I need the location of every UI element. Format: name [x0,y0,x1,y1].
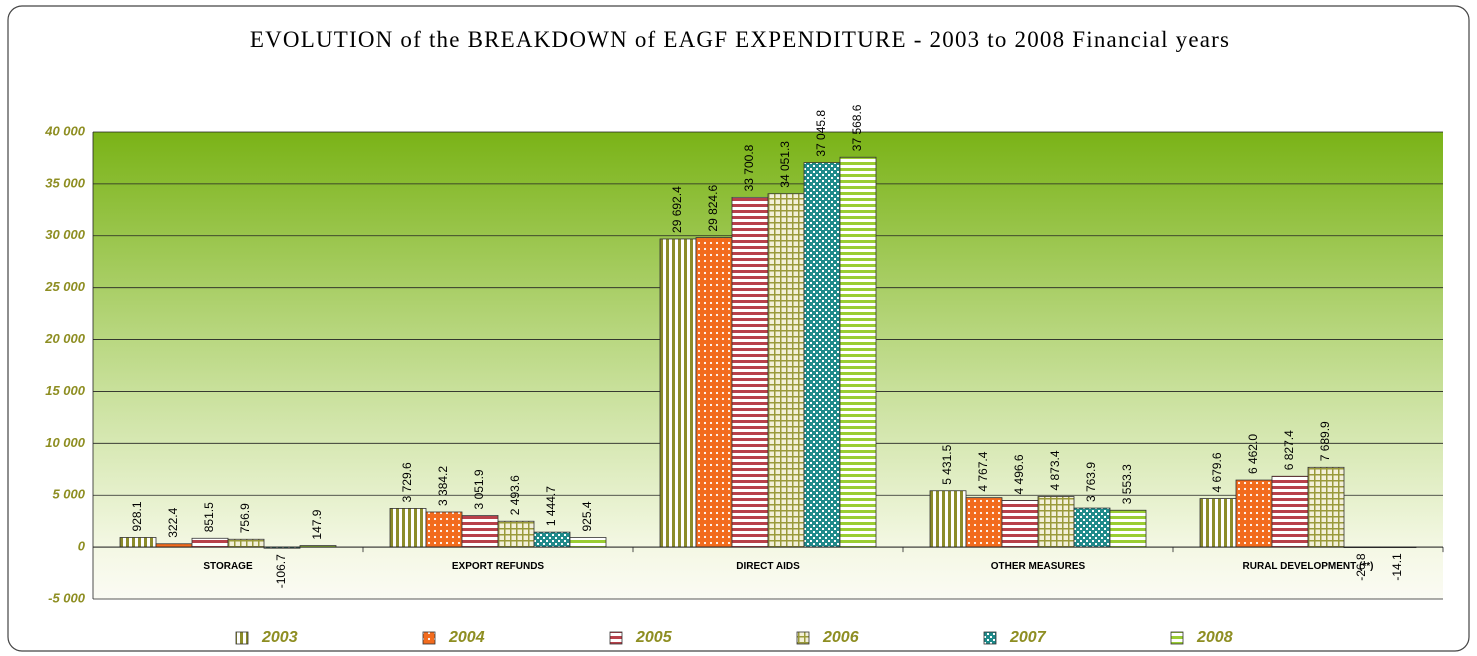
bar [929,490,967,548]
bar [1307,466,1345,548]
legend-swatch [609,631,623,645]
value-label: 29 824.6 [706,185,720,232]
bar [1199,498,1237,548]
chart-title: EVOLUTION of the BREAKDOWN of EAGF EXPEN… [249,27,1231,52]
value-label: 3 051.9 [472,469,486,509]
value-label: 3 553.3 [1120,464,1134,504]
value-label: -106.7 [274,554,288,588]
value-label: -26.8 [1354,553,1368,581]
value-label: 851.5 [202,502,216,532]
value-label: 925.4 [580,501,594,531]
value-label: 6 462.0 [1246,434,1260,474]
legend-swatch [796,631,810,645]
x-tick-label: DIRECT AIDS [736,561,800,572]
value-label: -14.1 [1390,553,1404,581]
value-label: 3 763.9 [1084,462,1098,502]
bar [533,531,571,548]
legend-label: 2005 [635,629,673,646]
frame [7,5,1470,652]
x-tick-label: EXPORT REFUNDS [452,561,545,572]
value-label: 928.1 [130,501,144,531]
y-tick-label: 30 000 [45,227,86,242]
bar [659,238,697,548]
bar [1001,500,1039,548]
bar [497,520,535,548]
y-tick-label: 5 000 [52,487,85,502]
bar [803,162,841,548]
y-tick-label: 0 [78,539,86,554]
bar [191,537,229,548]
value-label: 37 568.6 [850,104,864,151]
bar [1073,507,1111,548]
y-tick-label: 35 000 [45,175,86,190]
value-label: 7 689.9 [1318,421,1332,461]
x-tick-label: RURAL DEVELOPMENT (**) [1243,561,1374,572]
value-label: 34 051.3 [778,141,792,188]
bar [1235,479,1273,548]
bar [1271,475,1309,548]
bar [119,537,157,548]
value-label: 37 045.8 [814,110,828,157]
legend-label: 2004 [448,629,485,646]
bar [731,196,769,548]
bar [461,515,499,548]
value-label: 4 767.4 [976,451,990,491]
legend-label: 2008 [1196,629,1233,646]
y-tick-label: 25 000 [44,279,86,294]
legend-swatch [422,631,436,645]
y-tick-label: -5 000 [48,590,86,605]
value-label: 3 729.6 [400,462,414,502]
bar [1109,509,1147,548]
legend-swatch [1170,631,1184,645]
legend-label: 2006 [822,629,859,646]
y-tick-label: 40 000 [44,123,86,138]
bar [425,511,463,548]
bar [227,538,265,548]
value-label: 4 496.6 [1012,454,1026,494]
value-label: 2 493.6 [508,475,522,515]
x-tick-label: OTHER MEASURES [991,561,1086,572]
bar [965,497,1003,548]
value-label: 6 827.4 [1282,430,1296,470]
y-tick-label: 15 000 [45,383,86,398]
y-tick-label: 20 000 [44,331,86,346]
x-tick-label: STORAGE [203,561,253,572]
value-label: 147.9 [310,509,324,539]
bar [839,156,877,548]
value-label: 29 692.4 [670,186,684,233]
value-label: 4 679.6 [1210,452,1224,492]
bar [569,537,607,548]
bar [389,508,427,548]
legend-label: 2003 [261,629,298,646]
value-label: 3 384.2 [436,466,450,506]
value-label: 4 873.4 [1048,450,1062,490]
value-label: 5 431.5 [940,444,954,484]
bar [695,237,733,548]
value-label: 322.4 [166,507,180,537]
bar [155,543,193,548]
y-tick-label: 10 000 [45,435,86,450]
legend-label: 2007 [1009,629,1047,646]
legend-swatch [235,631,249,645]
legend-swatch [983,631,997,645]
value-label: 756.9 [238,503,252,533]
bar [1037,496,1075,548]
bar [767,193,805,548]
value-label: 33 700.8 [742,144,756,191]
value-label: 1 444.7 [544,486,558,526]
